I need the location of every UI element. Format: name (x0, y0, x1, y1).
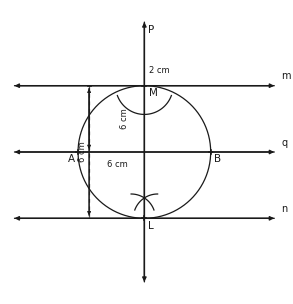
Text: P: P (148, 26, 154, 36)
Text: A: A (68, 154, 75, 164)
Text: 6 cm: 6 cm (120, 109, 129, 129)
Text: 6 cm: 6 cm (78, 142, 87, 162)
Text: B: B (214, 154, 221, 164)
Text: m: m (281, 71, 291, 81)
Text: n: n (281, 204, 288, 214)
Text: q: q (281, 138, 287, 147)
Text: M: M (149, 88, 158, 98)
Text: L: L (148, 220, 154, 230)
Text: 6 cm: 6 cm (108, 160, 128, 169)
Text: 2 cm: 2 cm (149, 66, 169, 75)
